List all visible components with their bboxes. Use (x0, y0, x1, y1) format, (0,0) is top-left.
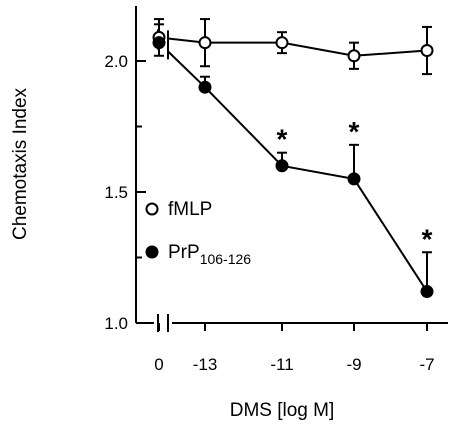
x-tick-label: 0 (154, 355, 163, 374)
significance-marker: * (277, 124, 288, 155)
x-tick-label: -13 (193, 355, 218, 374)
significance-marker: * (349, 116, 360, 147)
legend: fMLP PrP106-126 (145, 199, 251, 267)
x-tick-label: -11 (270, 355, 293, 374)
y-tick-label: 1.5 (104, 183, 128, 202)
legend-marker-open (145, 202, 159, 216)
data-point-open (275, 36, 289, 50)
data-point-filled (420, 285, 434, 299)
y-tick-label: 1.0 (104, 314, 128, 333)
legend-label: fMLP (168, 199, 212, 220)
ticks: 1.0 1.5 2.0 0 -13 -11 -9 -7 (104, 52, 434, 374)
x-tick-label: -7 (419, 355, 434, 374)
data-point-open (198, 36, 212, 50)
annotations: * * * (277, 116, 433, 254)
x-tick-label: -9 (346, 355, 361, 374)
y-tick-label: 2.0 (104, 52, 128, 71)
data-point-filled (198, 80, 212, 94)
data-point-open (347, 49, 361, 63)
x-axis-title: DMS [log M] (230, 400, 335, 421)
legend-label: PrP106-126 (168, 242, 251, 267)
data-point-filled (152, 36, 166, 50)
data-point-filled (347, 172, 361, 186)
legend-marker-filled (145, 245, 159, 259)
axes (135, 6, 448, 332)
markers (152, 30, 434, 299)
data-point-filled (275, 159, 289, 173)
data-point-open (420, 44, 434, 58)
significance-marker: * (422, 223, 433, 254)
y-axis-title: Chemotaxis Index (10, 87, 31, 240)
